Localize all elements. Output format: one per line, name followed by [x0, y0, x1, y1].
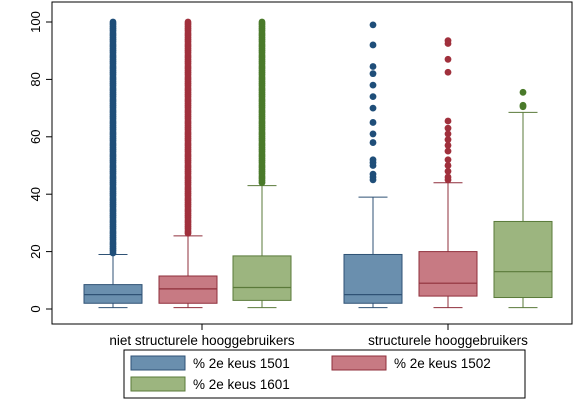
y-tick-label: 100: [28, 11, 43, 33]
y-tick-label: 20: [28, 244, 43, 258]
outlier-point: [369, 130, 377, 138]
outlier-point: [369, 81, 377, 89]
outlier-point: [184, 229, 192, 237]
plot-frame: [51, 1, 573, 325]
y-tick-label: 0: [28, 305, 43, 312]
box-1-0: [158, 18, 218, 309]
outlier-point: [444, 162, 452, 169]
outlier-point: [444, 147, 452, 155]
outlier-point: [444, 124, 452, 132]
legend-frame: [123, 349, 526, 399]
legend-swatch: [130, 376, 186, 392]
outlier-point: [519, 88, 527, 96]
outlier-point: [369, 170, 377, 178]
box-iqr: [158, 275, 218, 304]
outlier-point: [369, 139, 377, 146]
plot-area: [51, 1, 573, 325]
outlier-point: [369, 104, 377, 112]
legend-swatch: [130, 355, 186, 371]
legend-swatch: [331, 355, 387, 371]
outlier-point: [369, 119, 377, 126]
legend-label: % 2e keus 1502: [394, 356, 491, 371]
outlier-point: [444, 55, 452, 63]
x-axis: niet structurele hooggebruikers structure…: [109, 324, 528, 348]
x-tick-label: niet structurele hooggebruikers: [109, 333, 295, 348]
box-0-0: [83, 18, 143, 309]
outlier-point: [369, 63, 377, 70]
outlier-point: [444, 130, 452, 138]
y-axis: 0 20 40 60 80 100: [28, 11, 52, 313]
box-0-1: [343, 21, 403, 309]
box-2-0: [232, 18, 292, 309]
box-iqr: [343, 253, 403, 304]
y-tick-label: 60: [28, 130, 43, 144]
outlier-point: [444, 136, 452, 144]
y-tick-label: 40: [28, 187, 43, 201]
legend-label: % 2e keus 1601: [193, 377, 290, 392]
outlier-point: [109, 249, 117, 257]
outlier-point: [444, 167, 452, 175]
box-iqr: [232, 255, 292, 301]
outlier-point: [369, 93, 377, 101]
legend-label: % 2e keus 1501: [193, 356, 290, 371]
outlier-point: [369, 41, 377, 49]
outlier-point: [444, 173, 452, 181]
box-1-1: [418, 37, 478, 309]
outlier-point: [444, 142, 452, 149]
outlier-point: [444, 156, 452, 164]
outlier-point: [369, 70, 377, 78]
box-iqr: [493, 220, 553, 299]
box-iqr: [418, 251, 478, 297]
y-tick-label: 80: [28, 72, 43, 86]
legend: % 2e keus 1501 % 2e keus 1502 % 2e keus 16…: [123, 349, 526, 399]
outlier-point: [519, 101, 527, 109]
x-tick-label: structurele hooggebruikers: [368, 333, 528, 348]
outlier-point: [444, 68, 452, 76]
outlier-point: [369, 21, 377, 29]
outlier-point: [258, 179, 266, 187]
outlier-point: [444, 117, 452, 125]
outlier-point: [444, 37, 452, 45]
outlier-point: [369, 156, 377, 164]
box-2-1: [493, 88, 553, 309]
box-iqr: [83, 284, 143, 304]
